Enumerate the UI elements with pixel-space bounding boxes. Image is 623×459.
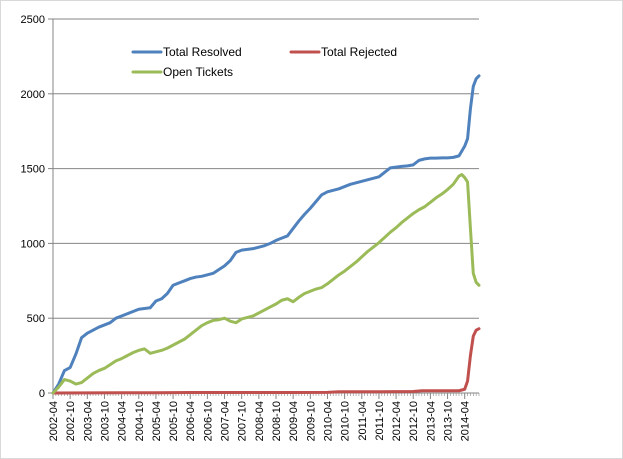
x-tick-label: 2011-10 xyxy=(374,401,386,441)
legend-label-total-resolved: Total Resolved xyxy=(163,45,242,59)
x-tick-label: 2012-10 xyxy=(408,401,420,441)
gridlines xyxy=(53,18,479,319)
x-tick-label: 2012-04 xyxy=(391,401,403,441)
y-tick-label: 500 xyxy=(27,313,45,325)
x-tick-label: 2011-04 xyxy=(357,401,369,441)
x-axis-ticks: 2002-04 2002-10 2003-04 2003-10 2004-04 2004-… xyxy=(48,393,480,441)
y-tick-label: 0 xyxy=(39,388,45,400)
x-tick-label: 2006-10 xyxy=(202,401,214,441)
legend-label-open-tickets: Open Tickets xyxy=(163,65,233,79)
x-tick-label: 2008-04 xyxy=(254,401,266,441)
x-tick-label: 2003-10 xyxy=(99,401,111,441)
y-axis-ticks: 0 500 1000 1500 2000 2500 xyxy=(21,14,53,400)
legend: Total Resolved Total Rejected Open Tickets xyxy=(131,45,397,79)
series-line-total-resolved xyxy=(51,74,481,395)
axes xyxy=(52,19,479,394)
y-tick-label: 2500 xyxy=(21,14,45,26)
x-tick-label: 2004-04 xyxy=(117,401,129,441)
x-tick-label: 2010-10 xyxy=(340,401,352,441)
series-line-total-rejected xyxy=(51,327,481,395)
x-tick-label: 2006-04 xyxy=(185,401,197,441)
x-tick-label: 2009-10 xyxy=(305,401,317,441)
y-tick-label: 1500 xyxy=(21,164,45,176)
x-tick-label: 2004-10 xyxy=(134,401,146,441)
series-line-open-tickets xyxy=(51,173,481,395)
x-tick-label: 2002-10 xyxy=(65,401,77,441)
x-tick-label: 2013-04 xyxy=(425,401,437,441)
x-tick-label: 2014-04 xyxy=(460,401,472,441)
y-tick-label: 2000 xyxy=(21,89,45,101)
x-tick-label: 2005-04 xyxy=(151,401,163,441)
series-lines xyxy=(51,74,481,395)
x-tick-label: 2009-04 xyxy=(288,401,300,441)
x-tick-label: 2007-04 xyxy=(220,401,232,441)
x-tick-label: 2007-10 xyxy=(237,401,249,441)
legend-label-total-rejected: Total Rejected xyxy=(321,45,397,59)
x-tick-label: 2005-10 xyxy=(168,401,180,441)
x-tick-label: 2013-10 xyxy=(443,401,455,441)
y-tick-label: 1000 xyxy=(21,238,45,250)
x-tick-label: 2008-10 xyxy=(271,401,283,441)
x-tick-label: 2010-04 xyxy=(322,401,334,441)
x-tick-label: 2002-04 xyxy=(48,401,60,441)
x-tick-label: 2003-04 xyxy=(82,401,94,441)
